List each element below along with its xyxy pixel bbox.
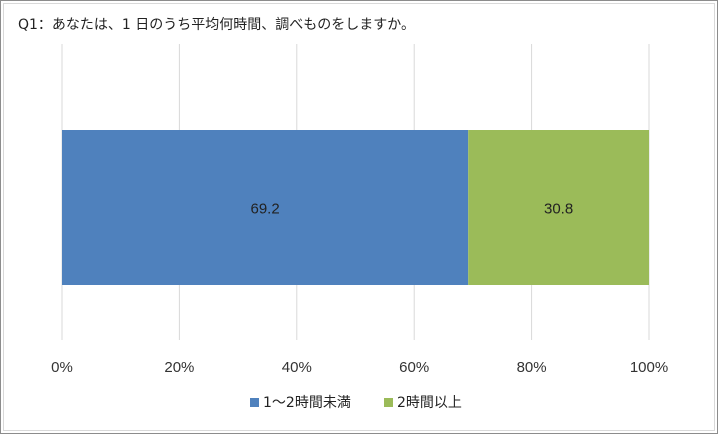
bar-segment — [62, 130, 469, 285]
data-label: 69.2 — [251, 201, 280, 218]
x-axis-tick-labels: 0% 20% 40% 60% 80% 100% — [51, 359, 668, 376]
x-tick-label: 80% — [517, 359, 547, 376]
legend-label: 1～2時間未満 — [263, 395, 351, 411]
data-labels: 69.2 30.8 — [251, 201, 574, 218]
bar-series — [62, 130, 649, 285]
chart-frame-inner — [3, 3, 715, 431]
legend-swatch — [250, 398, 259, 407]
legend-swatch — [384, 398, 393, 407]
x-tick-label: 100% — [630, 359, 668, 376]
data-label: 30.8 — [544, 201, 573, 218]
chart-title: Q1：あなたは、1 日のうち平均何時間、調べものをしますか。 — [18, 17, 416, 33]
x-tick-label: 20% — [164, 359, 194, 376]
x-tick-label: 0% — [51, 359, 73, 376]
legend: 1～2時間未満 2時間以上 — [250, 395, 462, 411]
legend-label: 2時間以上 — [397, 395, 462, 411]
bar-segment — [468, 130, 649, 285]
x-tick-label: 60% — [399, 359, 429, 376]
x-tick-label: 40% — [282, 359, 312, 376]
